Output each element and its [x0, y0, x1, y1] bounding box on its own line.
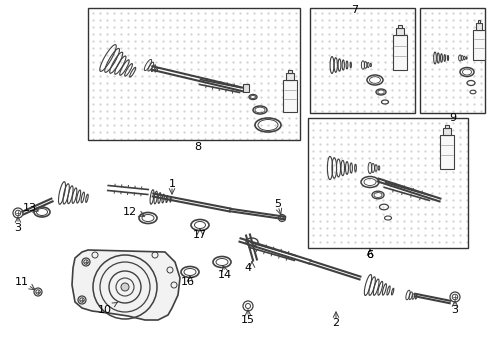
- Text: 8: 8: [195, 142, 201, 152]
- Text: 12: 12: [123, 207, 137, 217]
- Bar: [283, 80, 297, 112]
- Text: 17: 17: [193, 230, 207, 240]
- Text: 15: 15: [241, 315, 255, 325]
- Bar: [478, 20, 480, 23]
- Text: 3: 3: [451, 305, 459, 315]
- Bar: [443, 128, 451, 135]
- Text: 4: 4: [245, 263, 251, 273]
- Bar: [308, 118, 468, 248]
- Text: 7: 7: [351, 5, 359, 15]
- Bar: [420, 8, 485, 113]
- Bar: [398, 25, 401, 28]
- Text: 1: 1: [169, 179, 175, 189]
- Text: 9: 9: [449, 113, 457, 123]
- Text: 2: 2: [332, 318, 340, 328]
- Text: 16: 16: [181, 277, 195, 287]
- Bar: [243, 84, 249, 92]
- Bar: [393, 35, 407, 70]
- Bar: [476, 23, 482, 30]
- Bar: [286, 73, 294, 80]
- Polygon shape: [72, 250, 180, 320]
- Bar: [289, 70, 292, 73]
- Text: 14: 14: [218, 270, 232, 280]
- Text: 3: 3: [15, 223, 22, 233]
- Text: 11: 11: [15, 277, 29, 287]
- Text: 10: 10: [98, 302, 117, 315]
- Bar: [88, 8, 300, 140]
- Bar: [473, 30, 485, 60]
- Text: 13: 13: [23, 203, 37, 213]
- Bar: [445, 125, 448, 128]
- Text: 5: 5: [274, 199, 281, 209]
- Text: 6: 6: [367, 250, 373, 260]
- Bar: [310, 8, 415, 113]
- Bar: [440, 135, 454, 169]
- Circle shape: [121, 283, 129, 291]
- Bar: [396, 28, 404, 35]
- Text: 6: 6: [367, 250, 373, 260]
